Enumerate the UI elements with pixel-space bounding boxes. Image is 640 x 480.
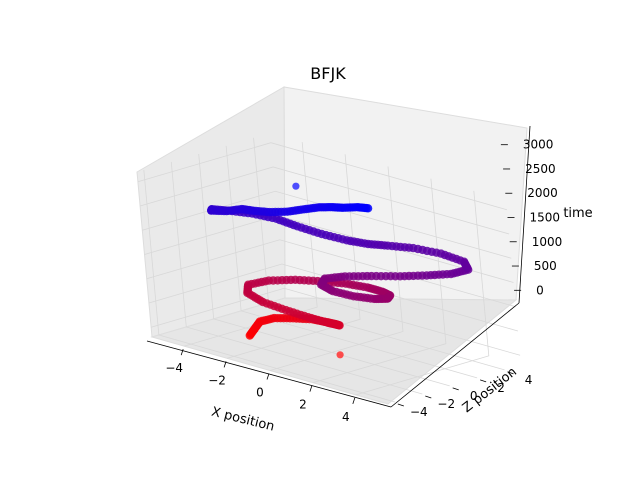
back-pane	[283, 86, 528, 301]
z-grid-line	[137, 142, 507, 211]
x-grid-line	[184, 142, 318, 347]
z-tick-label: 3000	[523, 138, 554, 152]
z-grid-line	[146, 239, 516, 308]
z-tick-label: 0	[536, 283, 544, 297]
z-grid-line	[139, 166, 510, 235]
x-grid-line	[355, 190, 490, 396]
z-grid-line	[151, 287, 521, 356]
x-axis-label: X position	[210, 405, 276, 435]
floor-pane	[150, 297, 518, 405]
x-tick-label: 4	[342, 410, 350, 424]
x-tick-label: 2	[299, 398, 307, 412]
x-grid-line	[312, 178, 447, 384]
y-axis-line	[390, 302, 520, 408]
x-tick-mark	[309, 385, 313, 392]
y-tick-label: −4	[410, 405, 428, 419]
y-tick-mark	[397, 403, 404, 407]
x-grid-line	[269, 166, 404, 371]
z-tick-label: 500	[534, 259, 557, 273]
outlier-point	[292, 182, 300, 190]
x-tick-mark	[180, 349, 184, 356]
y-tick-mark	[479, 379, 487, 383]
x-tick-label: −2	[208, 373, 226, 387]
x-tick-mark	[223, 361, 227, 368]
outlier-point	[336, 351, 344, 359]
y-tick-label: 2	[497, 381, 505, 395]
x-tick-label: 0	[256, 386, 264, 400]
chart-title: BFJK	[310, 64, 346, 83]
y-tick-mark	[452, 387, 459, 391]
scatter-point	[363, 204, 373, 213]
y-grid-line	[198, 153, 450, 387]
x-tick-mark	[266, 373, 270, 380]
z-grid-line	[142, 190, 512, 259]
y-tick-label: 4	[525, 373, 533, 387]
scatter-points	[207, 182, 473, 359]
z-axis-line	[518, 125, 531, 304]
y-grid-line	[225, 145, 478, 379]
y-tick-mark	[507, 371, 514, 375]
z-tick-label: 1000	[532, 235, 563, 249]
x-tick-mark	[352, 397, 356, 404]
y-grid-line	[170, 161, 423, 395]
y-tick-label: −2	[437, 397, 455, 411]
z-axis-label: time	[563, 206, 592, 221]
z-tick-label: 2500	[525, 162, 556, 176]
tick-marks-and-labels: −4 −2 0 2 4 −4 −2 0 2 4 0 500 1000 1500 2000 2500 3000	[165, 138, 562, 424]
z-tick-label: 1500	[530, 211, 561, 225]
y-tick-label: 0	[470, 389, 478, 403]
y-axis-label: Z position	[460, 364, 520, 416]
x-tick-label: −4	[165, 361, 183, 375]
z-grid-line	[148, 263, 519, 332]
y-grid-line	[143, 169, 395, 403]
y-tick-mark	[425, 395, 432, 399]
z-tick-label: 2000	[527, 186, 558, 200]
